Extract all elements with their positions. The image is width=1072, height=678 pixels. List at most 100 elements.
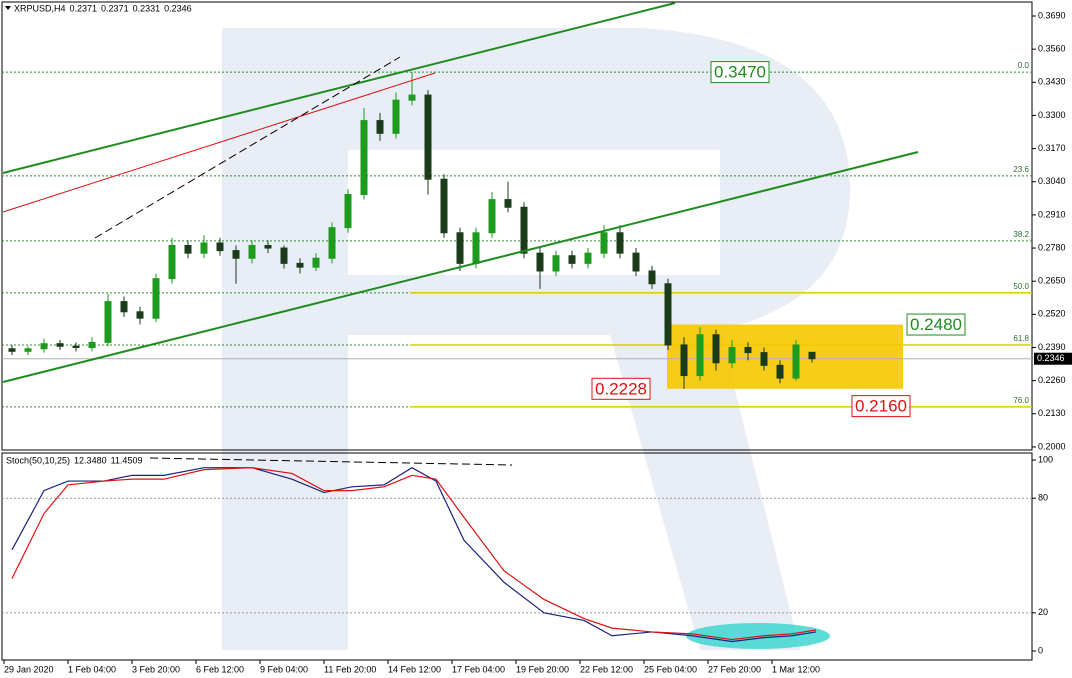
candle-body <box>520 206 528 254</box>
y-tick-label: 0.3170 <box>1038 143 1066 153</box>
y-tick-label: 0.3430 <box>1038 77 1066 87</box>
y-tick-label: 0 <box>1038 645 1043 655</box>
annotation-label: 0.2160 <box>855 397 907 416</box>
annotation-box <box>591 377 651 400</box>
candle-body <box>72 345 80 348</box>
annotation-label: 0.3470 <box>714 63 766 82</box>
candle-body <box>296 262 304 268</box>
header-text: 0.2346 <box>164 3 192 13</box>
x-tick-label: 11 Feb 20:00 <box>324 664 376 674</box>
y-tick-label: 0.2000 <box>1038 441 1066 451</box>
candle-body <box>504 199 512 208</box>
x-tick-label: 25 Feb 04:00 <box>644 664 697 674</box>
x-tick-label: 1 Mar 12:00 <box>772 664 820 674</box>
annotation-box <box>851 395 911 418</box>
candle-body <box>664 283 672 346</box>
header-text: 0.2371 <box>101 3 129 13</box>
candle-body <box>312 257 320 268</box>
header-text: 12.3480 <box>74 455 107 465</box>
annotation-box <box>906 313 966 336</box>
annotation-label: 0.2480 <box>910 315 962 334</box>
candle-body <box>360 120 368 196</box>
trend-line <box>2 2 676 174</box>
stoch-line <box>11 467 817 641</box>
x-tick-label: 9 Feb 04:00 <box>260 664 308 674</box>
candle-body <box>8 348 16 352</box>
candle-body <box>136 311 144 319</box>
candle-body <box>200 242 208 254</box>
header-text: 11.4509 <box>111 455 143 465</box>
candle-body <box>728 346 736 364</box>
annotation-box <box>710 61 770 84</box>
candle-body <box>456 232 464 264</box>
fib-label: 23.6 <box>1013 165 1029 174</box>
x-tick-label: 29 Jan 2020 <box>4 664 54 674</box>
candle-body <box>216 242 224 252</box>
y-tick-label: 0.2650 <box>1038 276 1066 286</box>
trend-line <box>94 56 401 239</box>
candle-body <box>600 232 608 254</box>
price-tag <box>1034 352 1072 365</box>
fib-label: 38.2 <box>1013 230 1029 239</box>
candle-body <box>696 334 704 377</box>
y-tick-label: 0.2910 <box>1038 209 1066 219</box>
candle-body <box>328 227 336 259</box>
header-text: 0.2371 <box>70 3 98 13</box>
y-tick-label: 100 <box>1038 454 1053 464</box>
candle-body <box>472 232 480 264</box>
target-zone <box>667 324 903 389</box>
stoch-line <box>11 467 817 643</box>
x-tick-label: 1 Feb 04:00 <box>68 664 116 674</box>
x-tick-label: 14 Feb 12:00 <box>388 664 441 674</box>
overlay-layer: 0.3470 0.2480 0.2228 0.2160 0.2346 XRPUSD,H4 0… <box>5 3 1072 643</box>
candle-body <box>616 232 624 254</box>
y-tick-label: 0.2260 <box>1038 375 1066 385</box>
watermark <box>222 28 850 650</box>
candle-body <box>392 99 400 134</box>
candle-body <box>40 343 48 350</box>
trend-line <box>149 457 513 466</box>
candle-body <box>344 194 352 229</box>
candle-body <box>632 252 640 272</box>
candle-body <box>24 348 32 352</box>
y-tick-label: 0.2780 <box>1038 242 1066 252</box>
candle-body <box>88 341 96 348</box>
candle-body <box>808 351 816 360</box>
candle-body <box>792 344 800 379</box>
candle-body <box>424 94 432 180</box>
fib-label: 76.0 <box>1013 396 1029 405</box>
x-tick-label: 3 Feb 20:00 <box>132 664 180 674</box>
candle-body <box>264 245 272 249</box>
x-tick-label: 17 Feb 04:00 <box>452 664 505 674</box>
candle-body <box>776 364 784 379</box>
x-tick-label: 22 Feb 12:00 <box>580 664 633 674</box>
candle-body <box>568 255 576 264</box>
candle-body <box>280 247 288 264</box>
candle-body <box>152 278 160 319</box>
candle-body <box>104 301 112 343</box>
x-tick-label: 27 Feb 20:00 <box>708 664 761 674</box>
candle-body <box>232 250 240 259</box>
y-tick-label: 0.2130 <box>1038 408 1066 418</box>
watermark-shape <box>222 28 850 650</box>
stoch-panel <box>1 452 1033 661</box>
candle-body <box>536 252 544 272</box>
x-tick-label: 6 Feb 12:00 <box>196 664 244 674</box>
y-tick-label: 0.3560 <box>1038 44 1066 54</box>
candle-body <box>744 346 752 354</box>
header-text: 0.2331 <box>133 3 161 13</box>
main-layer: 0.2000 0.2130 0.2260 0.2390 0.2520 0.2650 0.27… <box>2 10 1066 674</box>
y-tick-label: 0.3690 <box>1038 10 1066 20</box>
fib-label: 50.0 <box>1013 282 1029 291</box>
candle-body <box>760 352 768 366</box>
candle-body <box>376 120 384 134</box>
header-text: Stoch(50,10,25) <box>6 455 70 465</box>
candle-body <box>680 344 688 377</box>
trend-line <box>2 151 919 383</box>
candle-body <box>184 245 192 254</box>
candle-body <box>440 178 448 234</box>
x-tick-label: 19 Feb 20:00 <box>516 664 569 674</box>
header-text: XRPUSD,H4 <box>14 3 66 13</box>
header-icon <box>5 6 11 10</box>
